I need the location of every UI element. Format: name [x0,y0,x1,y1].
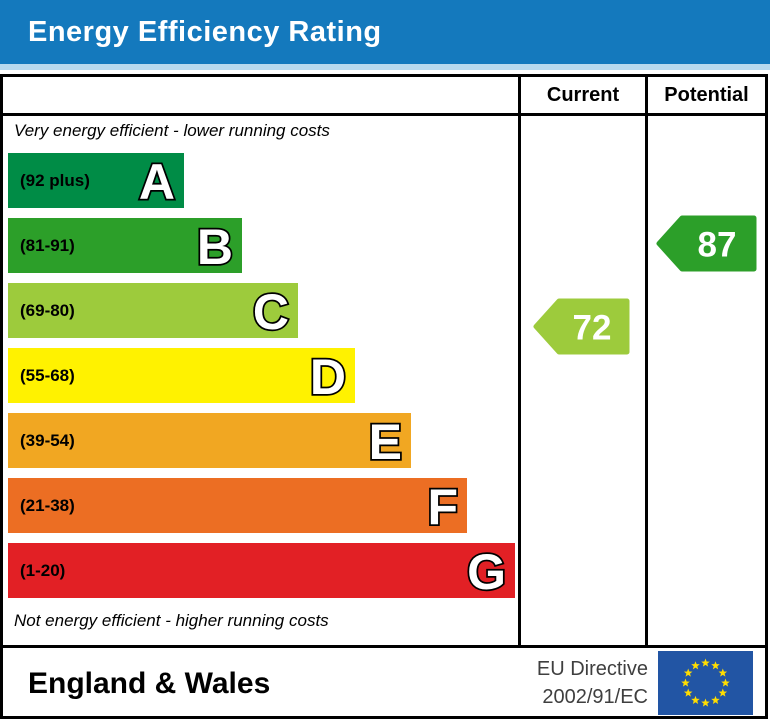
svg-text:C: C [253,284,289,338]
band-range-label: (81-91) [20,236,75,255]
header-divider [0,113,768,116]
potential-rating-arrow: 87 [656,215,757,272]
title-bar: Energy Efficiency Rating [0,0,770,64]
title-accent-strip [0,64,770,70]
band-range-label: (55-68) [20,366,75,385]
band-row-a: (92 plus) A [8,153,184,208]
table-bottom-border [0,716,768,719]
band-row-b: (81-91) B [8,218,242,273]
svg-text:E: E [369,414,402,468]
eu-directive-label: EU Directive 2002/91/EC [430,655,648,711]
table-right-border [765,74,768,719]
band-row-g: (1-20) G [8,543,515,598]
current-column-header: Current [546,83,620,106]
band-letter-glyph: F [426,478,460,533]
potential-column-border [645,74,648,648]
svg-text:B: B [197,219,233,273]
current-column-border [518,74,521,648]
band-letter-glyph: G [465,543,507,598]
band-row-e: (39-54) E [8,413,411,468]
band-letter-glyph: E [367,413,404,468]
svg-text:D: D [310,349,346,403]
potential-rating-value: 87 [698,226,737,265]
table-top-border [0,74,768,77]
band-letter-glyph: D [308,348,348,403]
current-rating-arrow: 72 [533,298,630,355]
band-range-label: (1-20) [20,561,66,580]
band-range-label: (92 plus) [20,171,90,190]
band-range-label: (69-80) [20,301,75,320]
page-title: Energy Efficiency Rating [28,15,382,48]
current-rating-value: 72 [573,309,612,348]
band-letter-glyph: B [195,218,235,273]
eu-directive-line1: EU Directive [536,658,648,680]
band-letter-glyph: C [251,283,291,338]
band-row-f: (21-38) F [8,478,467,533]
svg-text:F: F [427,479,458,533]
band-row-c: (69-80) C [8,283,298,338]
band-row-d: (55-68) D [8,348,355,403]
footer-region-label: England & Wales [28,667,271,700]
bottom-caption: Not energy efficient - higher running co… [14,611,329,630]
eu-flag-icon [658,651,753,715]
top-caption: Very energy efficient - lower running co… [14,121,330,140]
svg-text:G: G [467,544,506,598]
footer-divider [0,645,768,648]
band-range-label: (21-38) [20,496,75,515]
band-letter-glyph: A [137,153,177,208]
svg-text:A: A [139,154,175,208]
eu-directive-line2: 2002/91/EC [542,686,648,708]
band-range-label: (39-54) [20,431,75,450]
table-left-border [0,74,3,719]
potential-column-header: Potential [664,83,749,106]
